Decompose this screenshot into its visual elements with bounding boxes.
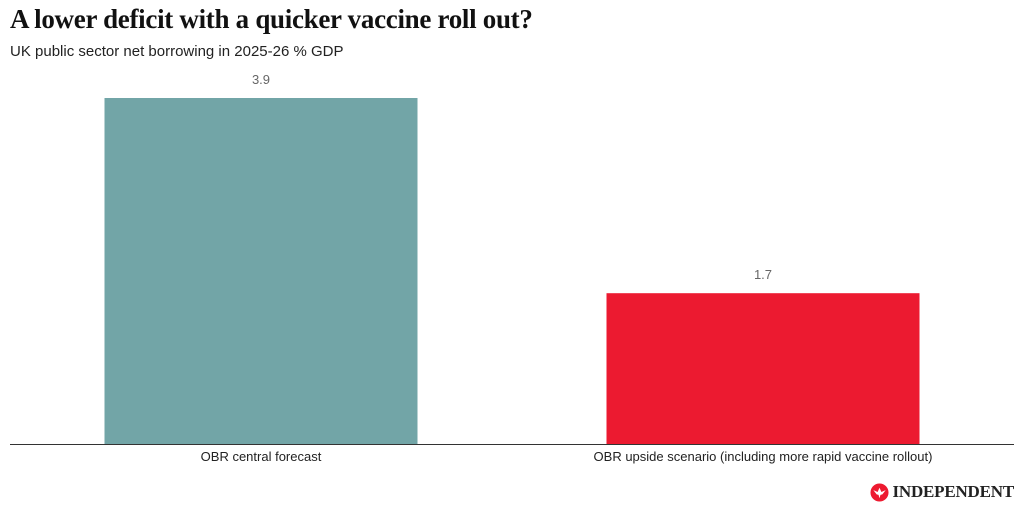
eagle-logo-icon [870, 482, 889, 502]
independent-logo: INDEPENDENT [870, 482, 1014, 502]
category-label-2: OBR upside scenario (including more rapi… [594, 449, 933, 464]
category-label-1: OBR central forecast [201, 449, 322, 464]
bar-2 [606, 293, 920, 444]
data-label-2: 1.7 [754, 267, 772, 282]
data-label-1: 3.9 [252, 72, 270, 87]
chart-title: A lower deficit with a quicker vaccine r… [10, 4, 533, 34]
bar-1 [104, 98, 418, 444]
brand-name: INDEPENDENT [892, 482, 1014, 501]
chart-subtitle: UK public sector net borrowing in 2025-2… [10, 43, 344, 60]
